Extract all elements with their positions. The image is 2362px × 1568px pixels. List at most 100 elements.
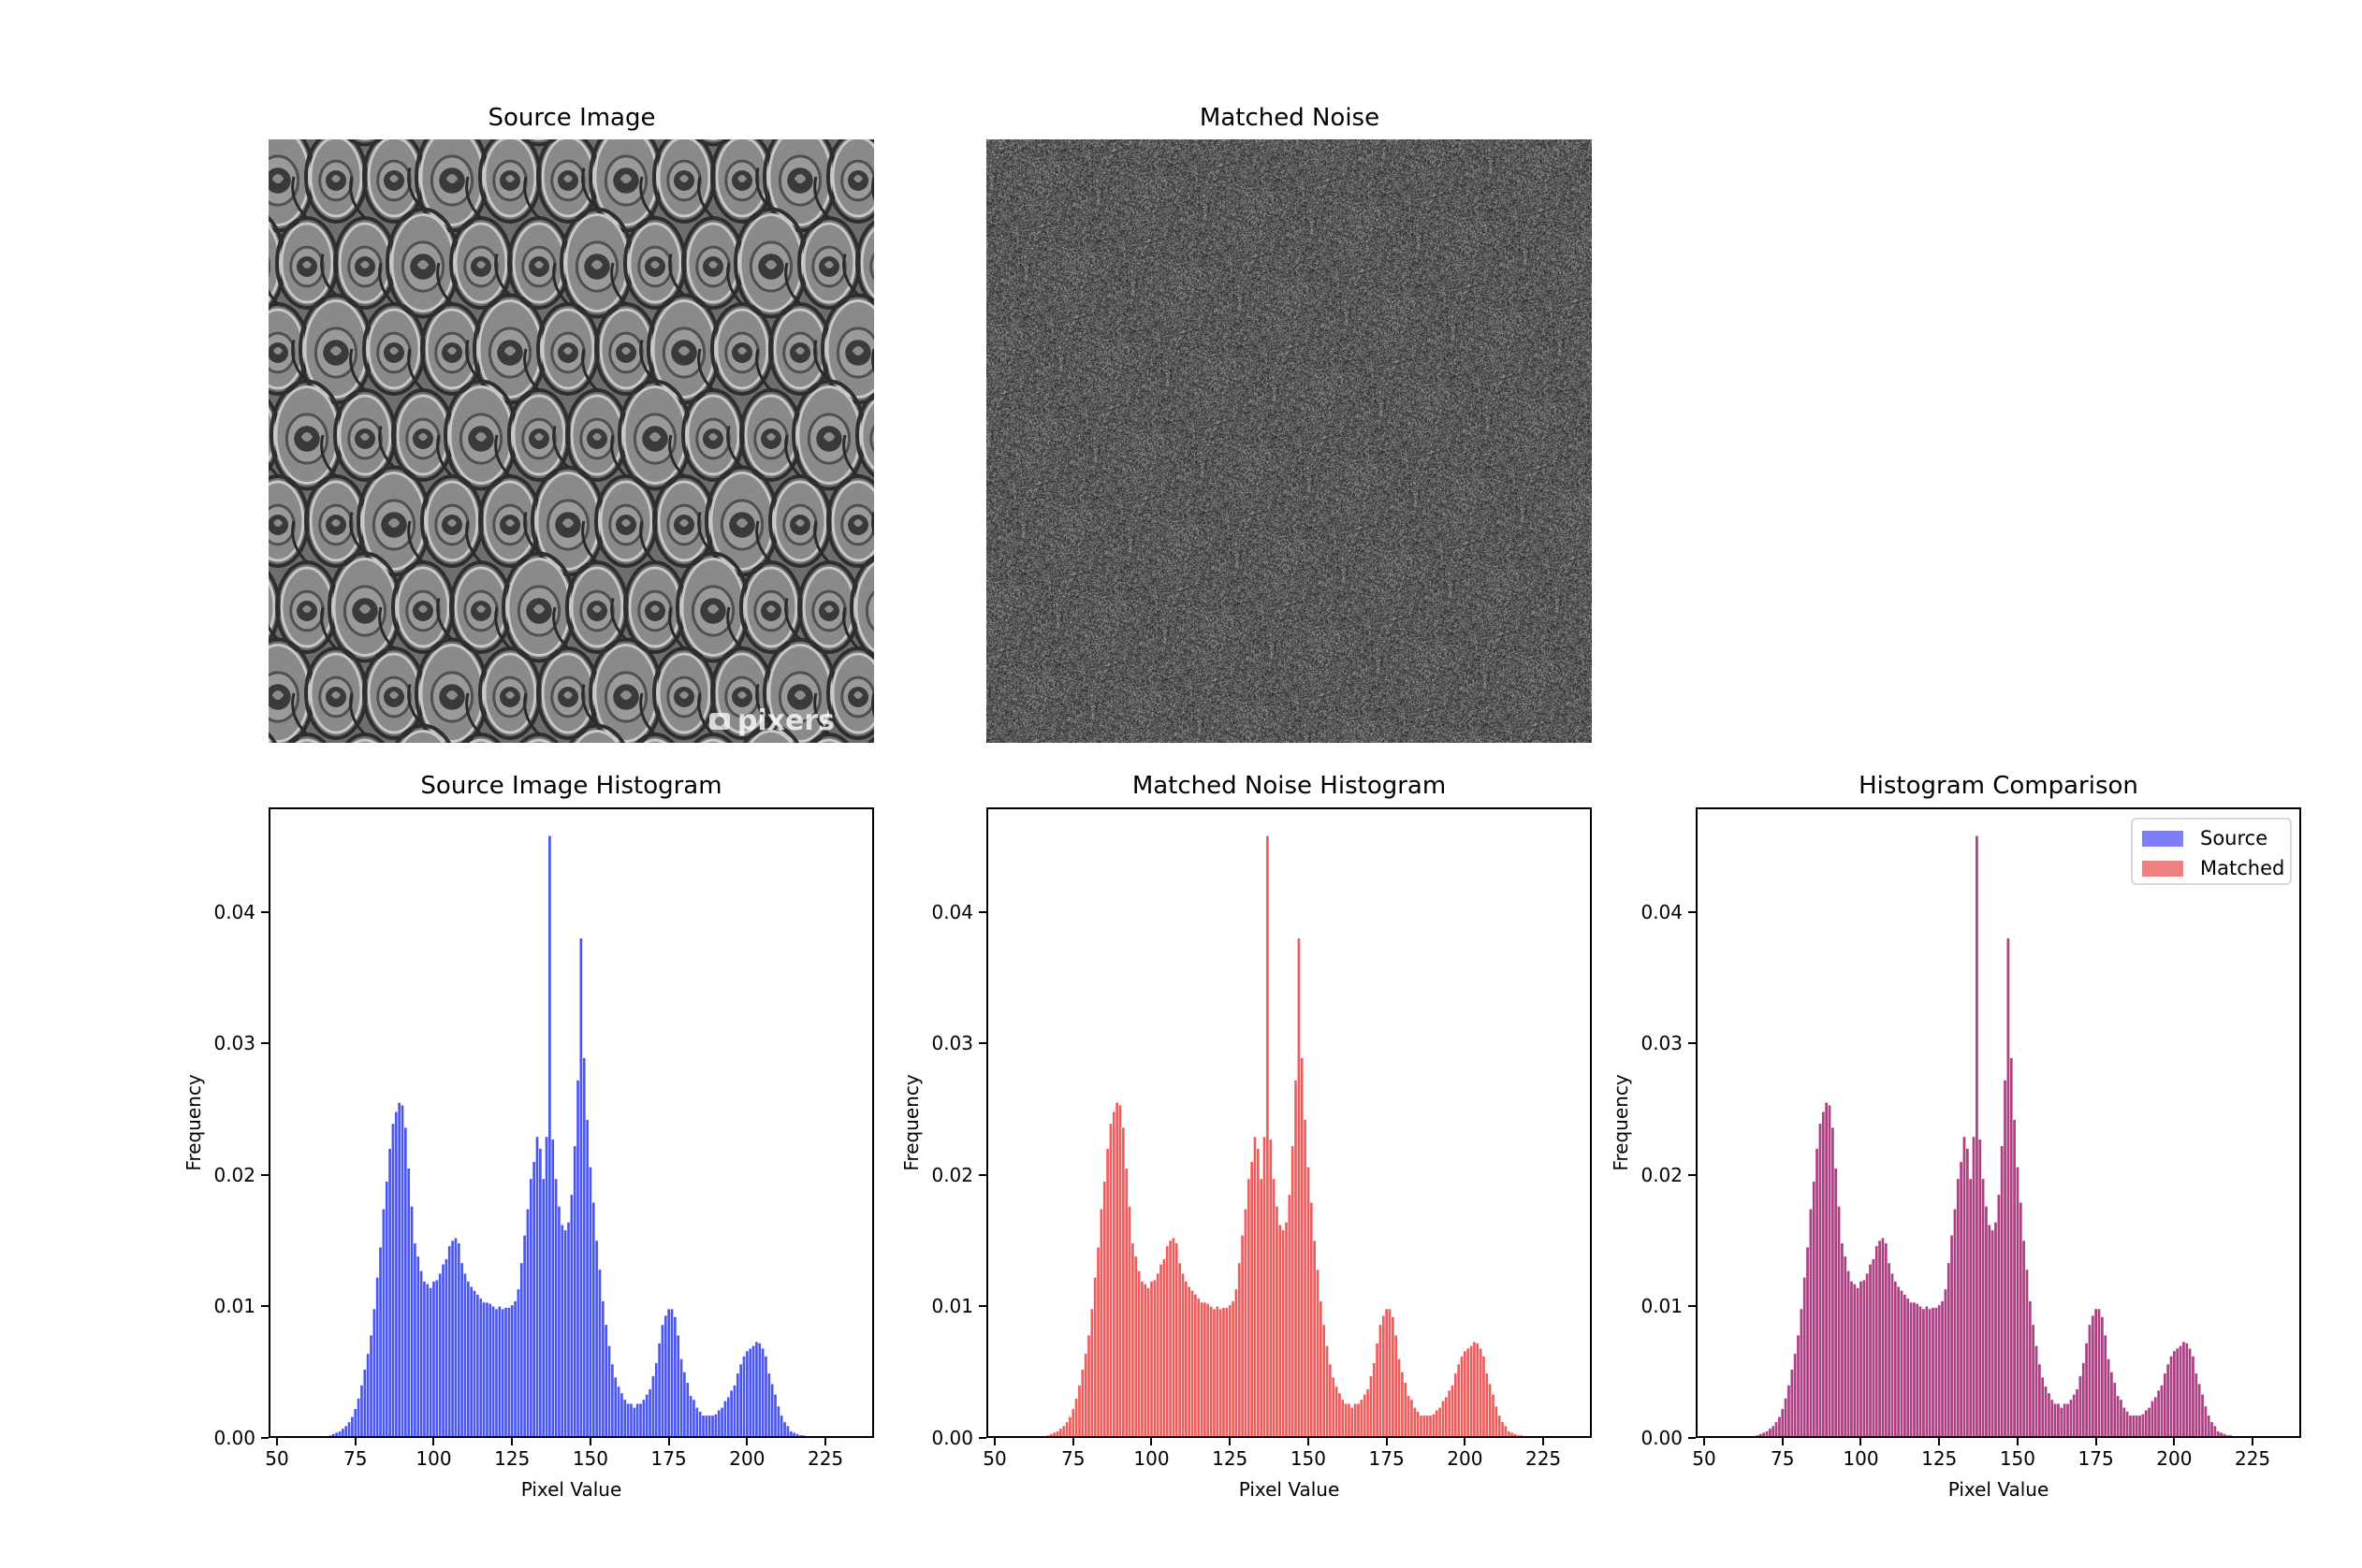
histogram-bar — [2207, 1416, 2210, 1436]
histogram-bar — [1831, 1127, 1834, 1436]
histogram-bar — [1153, 1280, 1157, 1436]
histogram-bar — [1062, 1426, 1066, 1436]
histogram-bar — [2157, 1390, 2160, 1436]
x-tick-label: 200 — [729, 1447, 765, 1470]
x-tick-label: 100 — [416, 1447, 452, 1470]
histogram-bar — [1049, 1433, 1053, 1436]
histogram-bar — [1441, 1401, 1445, 1436]
histogram-bar — [460, 1263, 463, 1436]
histogram-bar — [582, 1057, 586, 1436]
legend-swatch — [2142, 830, 2183, 847]
histogram-bar — [1769, 1429, 1772, 1436]
x-tick-label: 125 — [1921, 1447, 1958, 1470]
histogram-bar — [2072, 1394, 2076, 1436]
matched-noise-image — [986, 139, 1592, 743]
histogram-bar — [1341, 1400, 1345, 1436]
y-tick-label: 0.00 — [213, 1427, 255, 1449]
histogram-bar — [689, 1396, 693, 1436]
histogram-bar — [2022, 1241, 2025, 1436]
histogram-bar — [1762, 1432, 1766, 1436]
histogram-bar — [1144, 1284, 1147, 1436]
histogram-bar — [328, 1435, 332, 1436]
histogram-bar — [595, 1241, 598, 1436]
histogram-bar — [1316, 1270, 1320, 1436]
histogram-bar — [1981, 1179, 1985, 1436]
x-tick-label: 225 — [2234, 1447, 2271, 1470]
histogram-bar — [1507, 1430, 1510, 1436]
histogram-bar — [1878, 1241, 1881, 1436]
histogram-bar — [2025, 1270, 2029, 1436]
x-tick-label: 150 — [1290, 1447, 1327, 1470]
histogram-bar — [1203, 1302, 1206, 1436]
x-tick — [994, 1438, 997, 1445]
histogram-bar — [2060, 1407, 2063, 1436]
histogram-bar — [2104, 1335, 2107, 1436]
histogram-bar — [1778, 1416, 1781, 1436]
histogram-bar — [1228, 1305, 1232, 1436]
histogram-bar — [335, 1432, 339, 1436]
histogram-bar — [354, 1409, 357, 1436]
histogram-bar — [416, 1256, 420, 1436]
x-tick — [354, 1438, 357, 1445]
histogram-bar — [2050, 1400, 2054, 1436]
y-tick — [1688, 1305, 1696, 1308]
histogram-bar — [1056, 1430, 1059, 1436]
histogram-bar — [1460, 1356, 1464, 1436]
histogram-bar — [1381, 1315, 1385, 1436]
x-tick — [2016, 1438, 2019, 1445]
histogram-bar — [1225, 1307, 1229, 1436]
histogram-bar — [1865, 1273, 1869, 1436]
y-tick-label: 0.01 — [1640, 1295, 1683, 1318]
histogram-bar — [770, 1384, 774, 1436]
histogram-bar — [2182, 1342, 2185, 1436]
histogram-bar — [1090, 1309, 1094, 1436]
histogram-bar — [1922, 1309, 1925, 1436]
histogram-bar — [2144, 1410, 2148, 1436]
x-tick — [667, 1438, 670, 1445]
histogram-bar — [1432, 1414, 1436, 1436]
histogram-bar — [686, 1382, 690, 1436]
histogram-bar — [1479, 1348, 1482, 1436]
x-tick-label: 200 — [1447, 1447, 1483, 1470]
histogram-bar — [1150, 1281, 1153, 1436]
histogram-bar — [1372, 1362, 1376, 1436]
histogram-bar — [677, 1335, 680, 1436]
histogram-bar — [1438, 1407, 1441, 1436]
histogram-bar — [598, 1270, 602, 1436]
histogram-bar — [630, 1403, 633, 1436]
histogram-bar — [614, 1377, 618, 1436]
histogram-bar — [1774, 1422, 1778, 1436]
histogram-bar — [498, 1306, 502, 1436]
histogram-bar — [1787, 1385, 1790, 1436]
histogram-bar — [539, 1148, 542, 1436]
histogram-bar — [1960, 1161, 1962, 1436]
bars-plot — [328, 835, 805, 1436]
histogram-bar — [1065, 1422, 1069, 1436]
histogram-bar — [1844, 1256, 1847, 1436]
histogram-bar — [2076, 1389, 2078, 1436]
histogram-bar — [1413, 1407, 1417, 1436]
histogram-bar — [707, 1416, 711, 1436]
histogram-bar — [1828, 1105, 1831, 1436]
histogram-bar — [1416, 1411, 1420, 1436]
histogram-bar — [426, 1284, 430, 1436]
histogram-bar — [2004, 1080, 2006, 1436]
histogram-bar — [482, 1302, 486, 1436]
histogram-bar — [717, 1410, 721, 1436]
x-tick — [1072, 1438, 1074, 1445]
histogram-bar — [649, 1389, 651, 1436]
bars-plot — [1756, 835, 2232, 1436]
histogram-bar — [1074, 1398, 1078, 1436]
histogram-bar — [542, 1179, 546, 1436]
histogram-bar — [611, 1364, 614, 1436]
histogram-bar — [2204, 1406, 2208, 1436]
histogram-bar — [670, 1309, 674, 1436]
histogram-bar — [1765, 1430, 1769, 1436]
histogram-bar — [344, 1426, 348, 1436]
y-axis-label: Frequency — [1610, 1074, 1632, 1171]
histogram-bar — [1501, 1422, 1504, 1436]
histogram-bar — [786, 1426, 790, 1436]
histogram-bar — [2151, 1401, 2154, 1436]
histogram-bar — [1162, 1258, 1166, 1436]
histogram-bar — [532, 1161, 535, 1436]
